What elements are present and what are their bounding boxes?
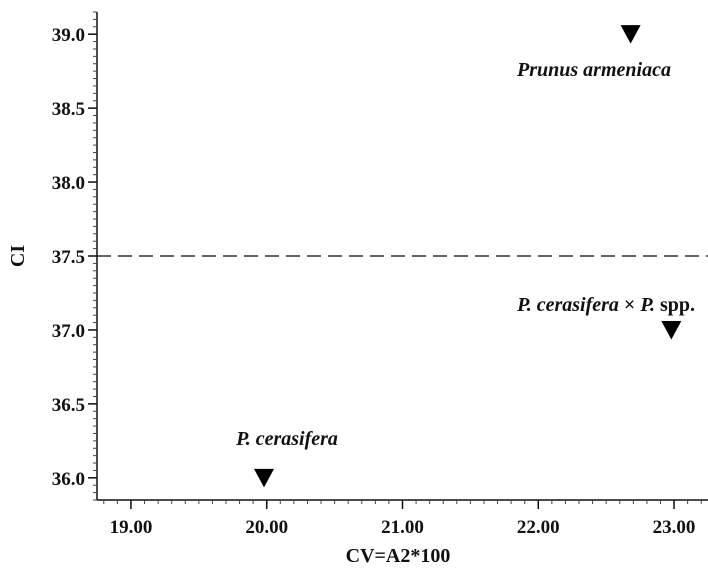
point-label-part: P. cerasifera	[516, 294, 619, 316]
axes	[88, 11, 708, 509]
point-label-part: P.	[639, 294, 655, 316]
x-tick-label: 20.00	[245, 517, 288, 538]
point-label: P. cerasifera	[235, 428, 338, 450]
y-tick-label: 37.5	[52, 247, 85, 268]
y-tick-label: 38.5	[52, 99, 85, 120]
x-tick-label: 23.00	[653, 517, 696, 538]
point-label-part: spp.	[655, 294, 695, 316]
y-axis-title: CI	[7, 245, 29, 267]
x-axis-title: CV=A2*100	[346, 545, 451, 567]
y-tick-label: 39.0	[52, 25, 85, 46]
data-point	[620, 25, 641, 44]
x-tick-label: 22.00	[517, 517, 560, 538]
tick-labels: 36.0 36.5 37.0 37.5 38.0 38.5 39.0 19.00 20.00 21…	[52, 25, 696, 538]
x-tick-label: 21.00	[381, 517, 424, 538]
data-points	[254, 25, 682, 488]
point-label-part: Prunus armeniaca	[516, 59, 671, 81]
y-tick-label: 37.0	[52, 321, 85, 342]
y-tick-label: 36.0	[52, 469, 85, 490]
point-label-part: ×	[619, 294, 640, 316]
data-point	[254, 468, 275, 488]
data-point	[661, 320, 682, 340]
point-label: Prunus armeniaca	[516, 59, 671, 81]
point-label-part: P. cerasifera	[235, 428, 338, 450]
y-tick-label: 38.0	[52, 173, 85, 194]
x-tick-label: 19.00	[110, 517, 153, 538]
y-tick-label: 36.5	[52, 395, 85, 416]
point-label: P. cerasifera × P. spp.	[516, 294, 695, 316]
